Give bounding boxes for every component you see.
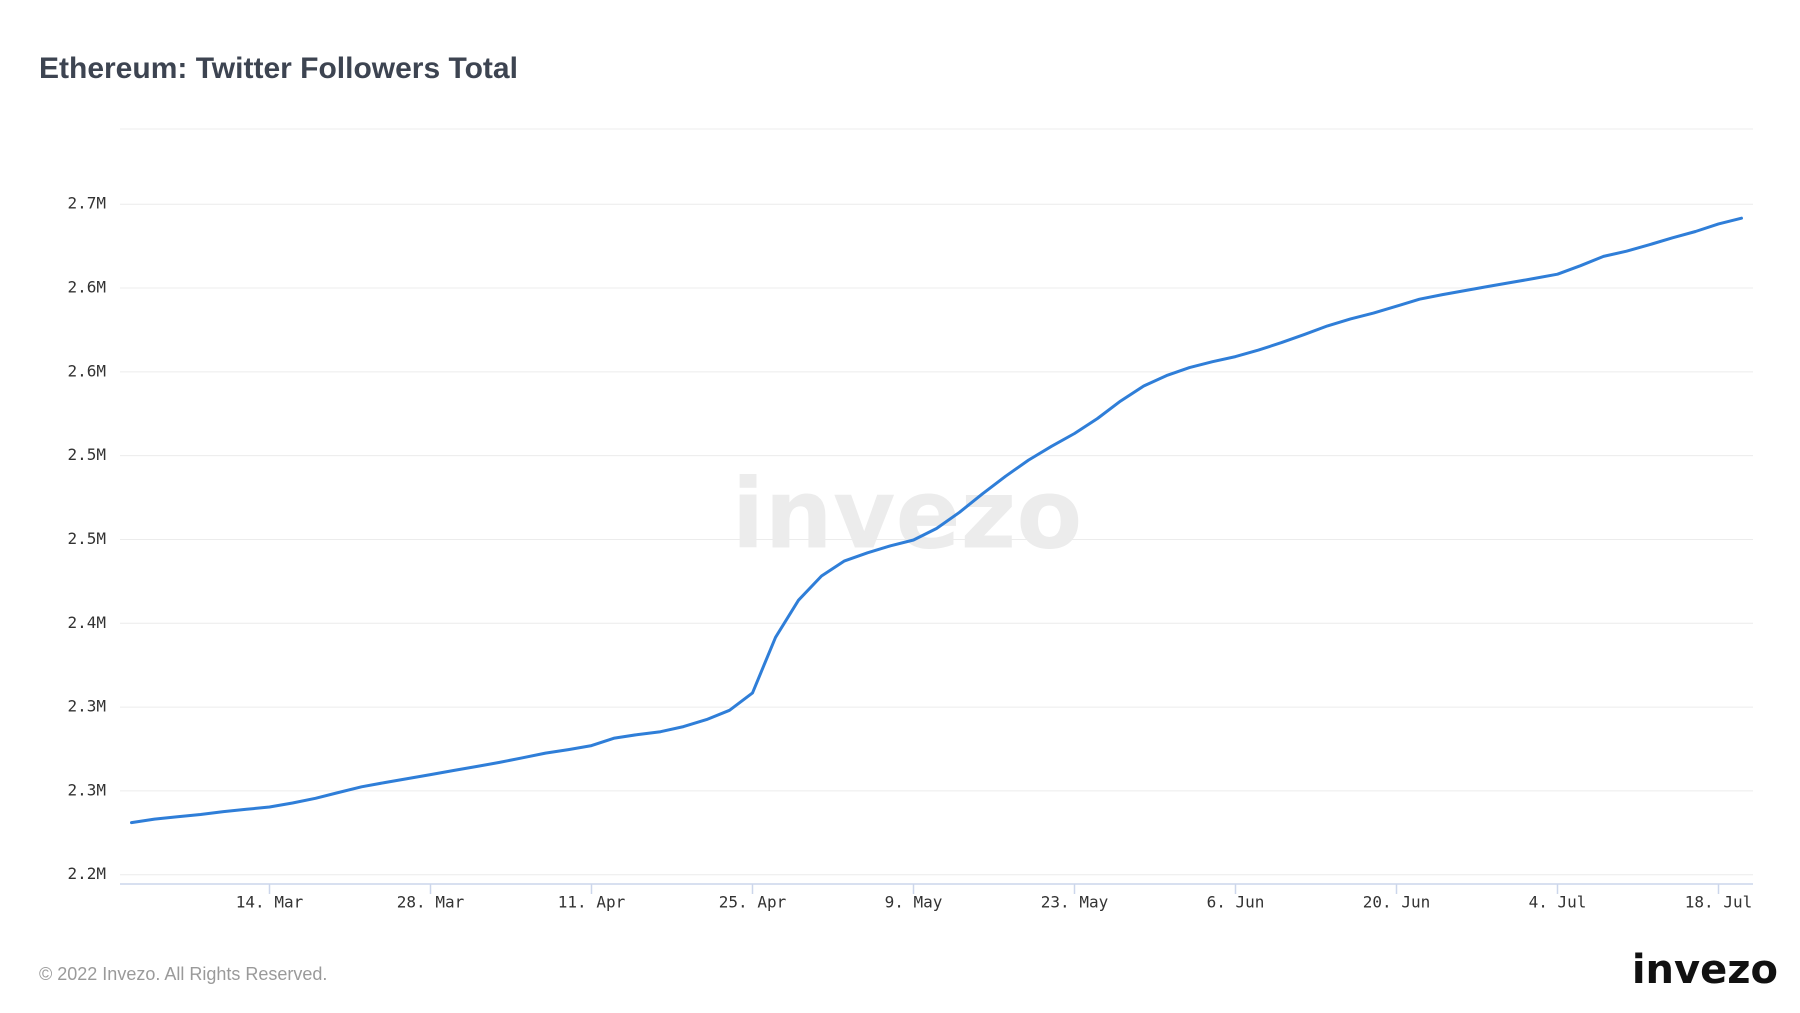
y-tick-label: 2.3M xyxy=(67,780,106,799)
x-tick-label: 14. Mar xyxy=(236,893,304,912)
y-tick-label: 2.7M xyxy=(67,194,106,213)
logo: invezo xyxy=(1632,947,1778,993)
watermark: invezo xyxy=(732,458,1083,570)
x-tick-label: 23. May xyxy=(1041,893,1109,912)
y-tick-label: 2.6M xyxy=(67,361,106,380)
x-tick-label: 11. Apr xyxy=(558,893,626,912)
x-tick-label: 25. Apr xyxy=(719,893,787,912)
chart-title: Ethereum: Twitter Followers Total xyxy=(39,52,518,85)
y-tick-label: 2.5M xyxy=(67,445,106,464)
y-tick-label: 2.3M xyxy=(67,697,106,716)
y-tick-label: 2.2M xyxy=(67,864,106,883)
x-tick-label: 9. May xyxy=(885,893,943,912)
x-tick-label: 4. Jul xyxy=(1529,893,1587,912)
y-tick-label: 2.6M xyxy=(67,278,106,297)
copyright: © 2022 Invezo. All Rights Reserved. xyxy=(39,964,327,984)
x-tick-label: 20. Jun xyxy=(1363,893,1430,912)
series-line xyxy=(130,216,1743,825)
y-tick-label: 2.5M xyxy=(67,529,106,548)
y-tick-label: 2.4M xyxy=(67,613,106,632)
x-tick-label: 28. Mar xyxy=(397,893,465,912)
x-tick-label: 18. Jul xyxy=(1685,893,1752,912)
x-tick-label: 6. Jun xyxy=(1207,893,1265,912)
